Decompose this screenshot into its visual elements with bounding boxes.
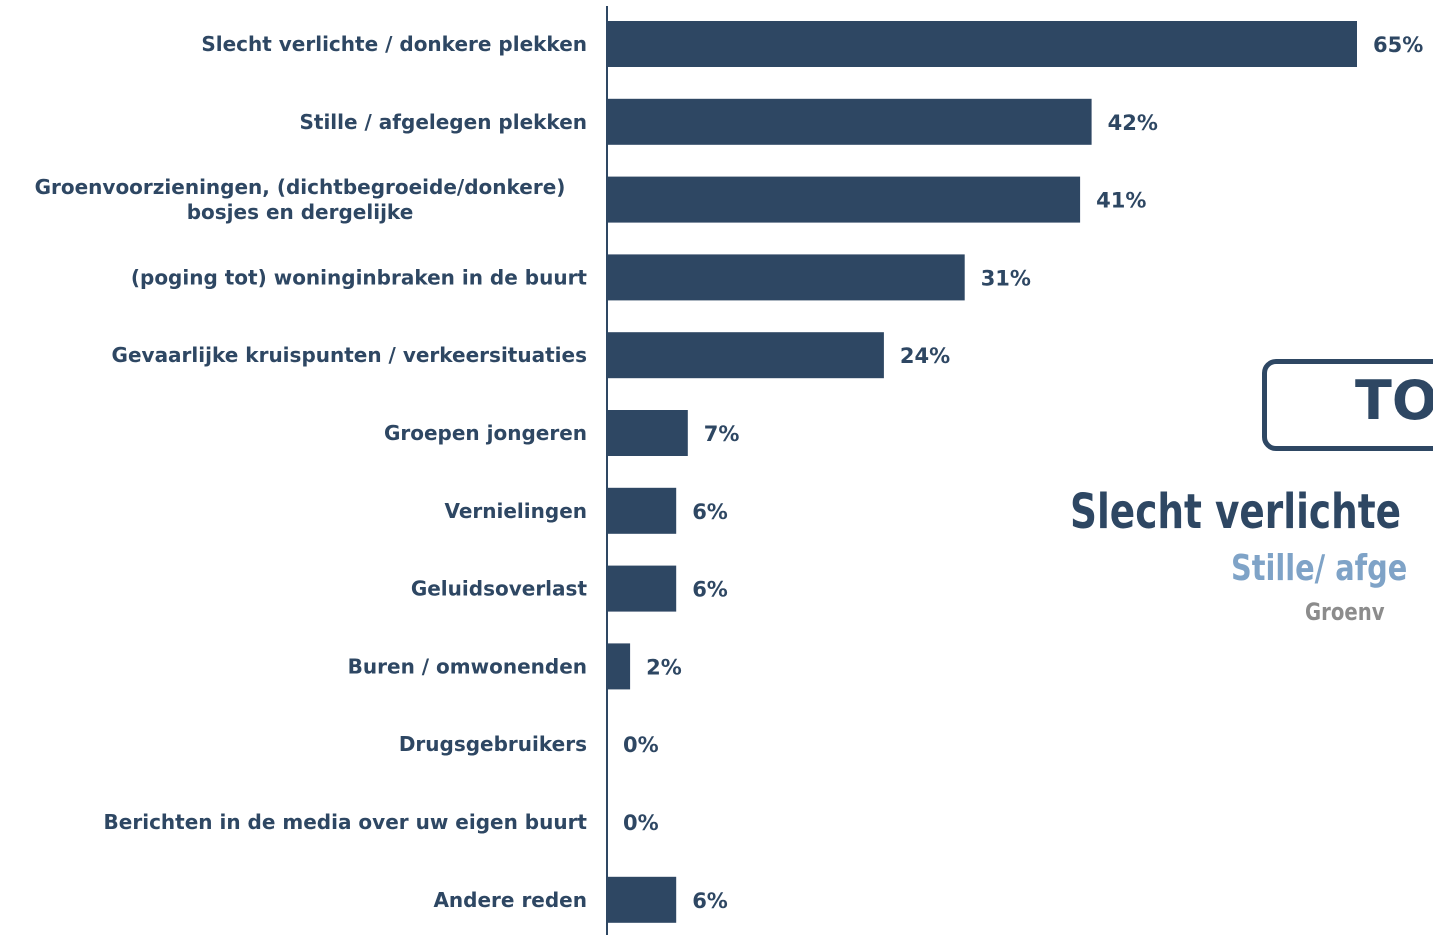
category-label-4: Gevaarlijke kruispunten / verkeersituati… xyxy=(112,343,587,367)
value-label-11: 6% xyxy=(692,889,728,913)
category-label-line: Groenvoorzieningen, (dichtbegroeide/donk… xyxy=(35,175,566,199)
overlay-headline-2: Stille/ afge xyxy=(1231,548,1408,589)
category-label-6: Vernielingen xyxy=(444,499,587,523)
top-badge-label: TO xyxy=(1355,369,1433,432)
value-label-5: 7% xyxy=(704,422,740,446)
category-label-1: Stille / afgelegen plekken xyxy=(299,110,587,134)
category-label-9: Drugsgebruikers xyxy=(399,732,587,756)
category-label-2: Groenvoorzieningen, (dichtbegroeide/donk… xyxy=(35,175,566,224)
category-label-7: Geluidsoverlast xyxy=(411,577,588,601)
category-label-8: Buren / omwonenden xyxy=(348,654,587,678)
value-label-1: 42% xyxy=(1108,111,1158,135)
bar-5 xyxy=(607,410,688,456)
category-label-3: (poging tot) woninginbraken in de buurt xyxy=(131,265,588,289)
category-label-11: Andere reden xyxy=(433,888,587,912)
bar-11 xyxy=(607,876,677,923)
value-label-8: 2% xyxy=(646,655,682,679)
bar-2 xyxy=(607,176,1081,223)
overlay-headline-1: Slecht verlichte xyxy=(1070,484,1402,540)
value-label-0: 65% xyxy=(1373,33,1423,57)
category-label-0: Slecht verlichte / donkere plekken xyxy=(201,32,587,56)
value-label-2: 41% xyxy=(1096,189,1146,213)
bars: 65% Slecht verlichte / donkere plekken 42%… xyxy=(35,21,1423,923)
value-label-3: 31% xyxy=(981,266,1031,290)
value-label-10: 0% xyxy=(623,811,659,835)
value-label-9: 0% xyxy=(623,733,659,757)
category-label-10: Berichten in de media over uw eigen buur… xyxy=(104,810,588,834)
bar-6 xyxy=(607,487,677,534)
bar-8 xyxy=(607,643,631,690)
category-label-5: Groepen jongeren xyxy=(384,421,587,445)
value-label-4: 24% xyxy=(900,344,950,368)
bar-0 xyxy=(607,21,1357,67)
top-badge: TO xyxy=(1262,359,1433,451)
bar-1 xyxy=(607,98,1092,145)
value-label-7: 6% xyxy=(692,578,728,602)
value-label-6: 6% xyxy=(692,500,728,524)
bar-4 xyxy=(607,332,884,379)
overlay-headline-3: Groenv xyxy=(1305,598,1385,626)
bar-7 xyxy=(607,565,677,612)
bar-3 xyxy=(607,254,965,301)
category-label-line: bosjes en dergelijke xyxy=(187,200,414,224)
